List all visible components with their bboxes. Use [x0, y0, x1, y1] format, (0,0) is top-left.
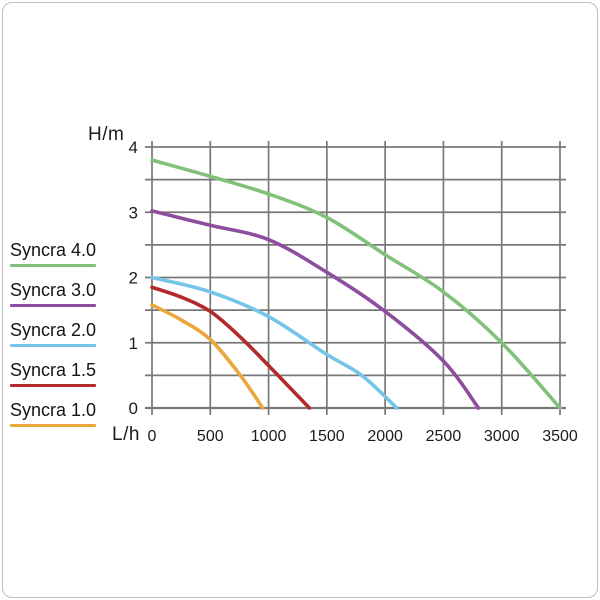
x-tick-label: 1500 [309, 428, 345, 445]
y-tick-label: 1 [129, 334, 138, 353]
curve-syncra-4-0 [150, 158, 562, 410]
y-tick-label: 2 [129, 269, 138, 288]
legend-item-syncra-1-0: Syncra 1.0 [10, 400, 120, 427]
legend-color-swatch [10, 344, 96, 347]
curve-syncra-2-0 [150, 275, 399, 410]
x-tick-label: 2500 [426, 428, 462, 445]
legend-color-swatch [10, 264, 96, 267]
legend-item-syncra-1-5: Syncra 1.5 [10, 360, 120, 387]
legend-color-swatch [10, 424, 96, 427]
x-tick-label: 3000 [484, 428, 520, 445]
legend-item-syncra-2-0: Syncra 2.0 [10, 320, 120, 347]
curve-syncra-3-0 [150, 209, 481, 410]
legend-item-syncra-3-0: Syncra 3.0 [10, 280, 120, 307]
x-tick-label: 1000 [251, 428, 287, 445]
legend-color-swatch [10, 384, 96, 387]
y-tick-label: 0 [129, 399, 138, 418]
legend-color-swatch [10, 304, 96, 307]
y-tick-label: 4 [129, 138, 138, 157]
legend-label: Syncra 4.0 [10, 240, 97, 260]
legend-label: Syncra 3.0 [10, 280, 97, 300]
x-tick-label: 500 [197, 428, 224, 445]
x-tick-label: 0 [148, 428, 157, 445]
curve-syncra-1-0 [150, 303, 265, 410]
x-axis-unit-label: L/h [112, 424, 140, 445]
legend-label: Syncra 2.0 [10, 320, 97, 340]
legend: Syncra 4.0 Syncra 3.0 Syncra 2.0 Syncra … [10, 240, 120, 440]
y-axis-unit-label: H/m [88, 124, 125, 145]
x-tick-label: 2000 [367, 428, 403, 445]
legend-label: Syncra 1.5 [10, 360, 97, 380]
x-tick-label: 3500 [542, 428, 578, 445]
legend-label: Syncra 1.0 [10, 400, 97, 420]
y-tick-label: 3 [129, 203, 138, 222]
curve-syncra-1-5 [150, 285, 312, 410]
legend-item-syncra-4-0: Syncra 4.0 [10, 240, 120, 267]
